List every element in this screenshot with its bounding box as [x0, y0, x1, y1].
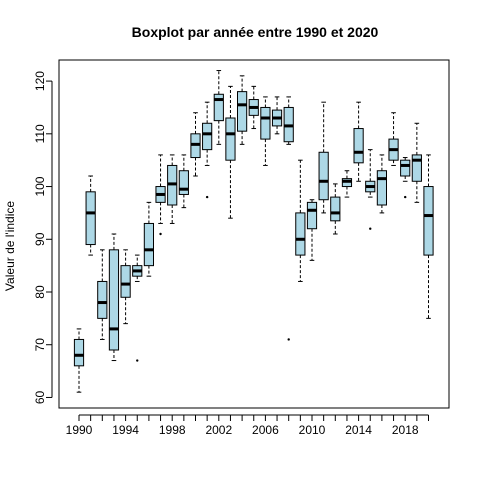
y-tick-label: 120: [33, 71, 47, 91]
box-2014: [353, 101, 364, 182]
plot-frame: [58, 59, 450, 409]
box-1991: [85, 175, 96, 256]
box-2013: [341, 170, 353, 198]
box-2003: [225, 85, 236, 219]
box-2017: [388, 112, 399, 166]
box-1999: [178, 154, 189, 209]
box-2006: [260, 96, 271, 166]
chart-title: Boxplot par année entre 1990 et 2020: [132, 24, 379, 40]
box-2008: [283, 96, 294, 341]
box-2011: [318, 101, 329, 214]
x-tick-label: 1998: [159, 423, 186, 437]
box-iqr: [353, 128, 364, 164]
box-2000: [190, 112, 201, 177]
box-1993: [108, 233, 120, 362]
x-tick-label: 1990: [66, 423, 93, 437]
y-tick-label: 70: [33, 338, 47, 352]
box-iqr: [202, 122, 213, 151]
box-iqr: [318, 151, 329, 201]
box-2002: [213, 70, 224, 145]
outlier-point: [205, 195, 209, 199]
box-iqr: [73, 338, 85, 367]
x-tick-label: 2014: [345, 423, 372, 437]
box-1994: [120, 249, 131, 325]
x-tick-label: 2002: [205, 423, 232, 437]
box-2016: [376, 154, 387, 214]
box-2007: [271, 96, 283, 135]
x-tick-label: 2018: [392, 423, 419, 437]
box-iqr: [260, 106, 271, 140]
outlier-point: [287, 338, 290, 341]
box-2015: [365, 149, 376, 230]
x-tick-label: 2010: [299, 423, 326, 437]
box-1998: [167, 154, 178, 224]
box-iqr: [306, 201, 318, 230]
y-tick-label: 90: [33, 232, 47, 246]
box-iqr: [108, 249, 120, 351]
box-2019: [411, 122, 422, 203]
y-tick-label: 100: [33, 176, 47, 196]
box-iqr: [143, 222, 155, 267]
y-tick-label: 80: [33, 285, 47, 299]
box-iqr: [237, 91, 248, 132]
box-iqr: [411, 154, 422, 182]
box-iqr: [178, 170, 189, 195]
y-tick-label: 110: [33, 124, 47, 143]
x-tick-label: 1994: [112, 423, 139, 437]
y-axis: 60 70 80 90 100 110 120: [33, 71, 53, 404]
box-iqr: [423, 186, 434, 256]
y-axis-label: Valeur de l'indice: [3, 201, 17, 291]
box-1995: [132, 254, 143, 362]
box-iqr: [213, 93, 224, 122]
box-2010: [306, 199, 318, 261]
box-2009: [295, 159, 306, 282]
box-iqr: [225, 117, 236, 161]
box-iqr: [295, 212, 306, 256]
box-1996: [143, 201, 155, 277]
box-2004: [237, 75, 248, 145]
x-axis: 1990 1994 1998 2002 2006 2010 2014 2018: [66, 414, 429, 437]
box-1992: [97, 249, 108, 340]
box-iqr: [97, 280, 108, 319]
outlier-point: [136, 359, 139, 362]
box-2005: [248, 85, 259, 130]
box-1990: [73, 328, 85, 393]
box-iqr: [400, 159, 411, 177]
box-1997: [155, 154, 166, 236]
outlier-point: [404, 195, 407, 199]
boxes-group: [73, 70, 434, 393]
outlier-point: [159, 232, 162, 236]
x-tick-label: 2006: [252, 423, 279, 437]
y-tick-label: 60: [33, 390, 47, 404]
box-iqr: [120, 265, 131, 298]
box-iqr: [85, 191, 96, 246]
outlier-point: [369, 227, 372, 230]
box-iqr: [376, 170, 387, 206]
box-2020: [423, 154, 434, 319]
box-2001: [202, 101, 213, 199]
box-2018: [400, 157, 411, 199]
box-iqr: [330, 196, 341, 222]
box-2012: [330, 183, 341, 235]
